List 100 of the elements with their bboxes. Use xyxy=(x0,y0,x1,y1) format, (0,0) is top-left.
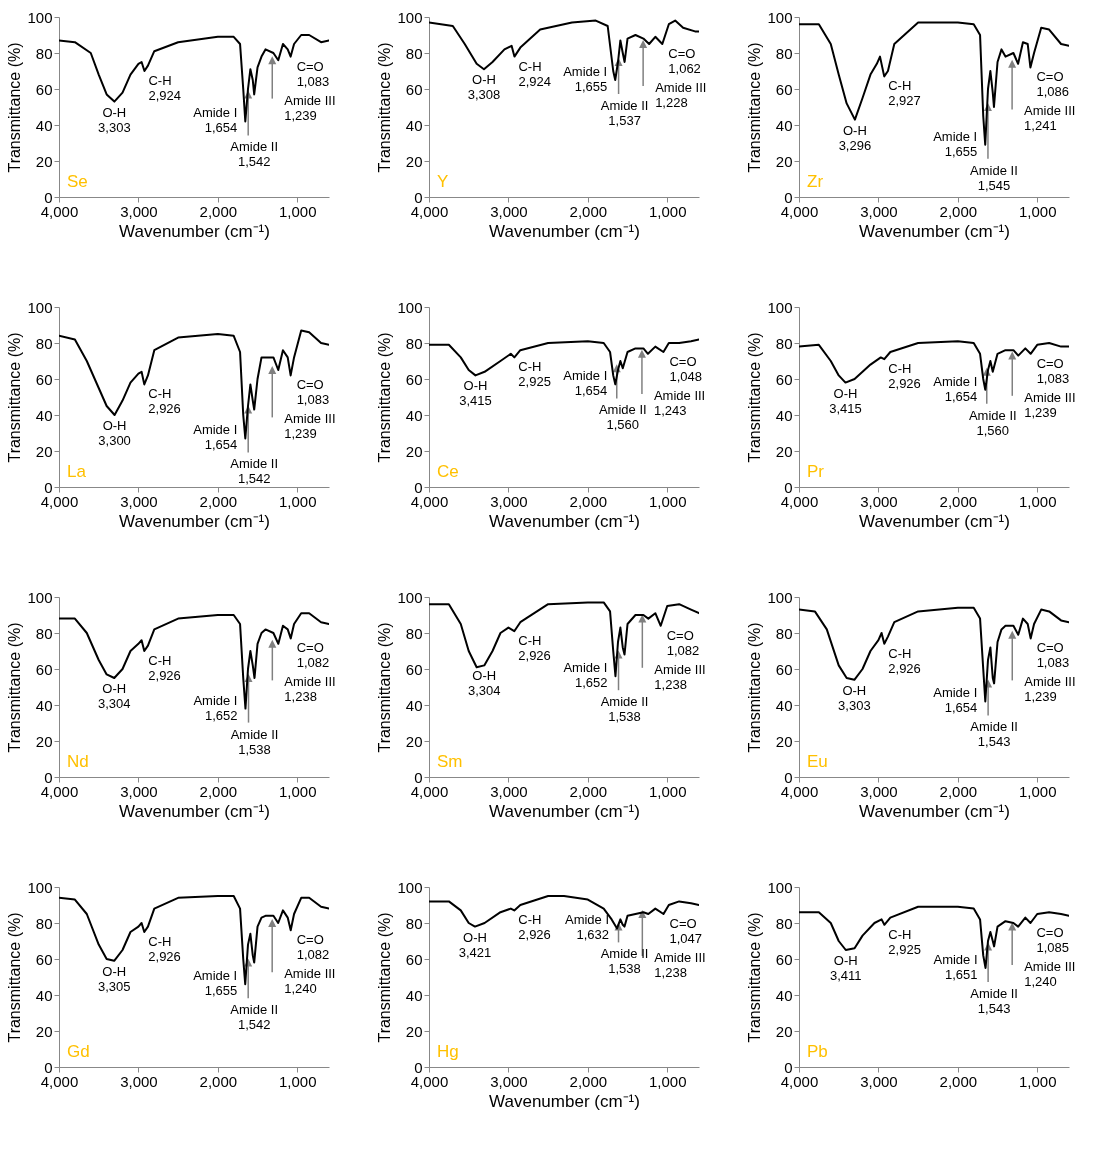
text: Gd xyxy=(67,1042,90,1061)
annotation: C=O 1,083 xyxy=(1036,355,1070,386)
annotation: C=O 1,083 xyxy=(296,377,330,408)
y-axis-title: Transmittance (%) xyxy=(376,622,394,753)
x-axis-title: Wavenumber (cm⁻¹) xyxy=(489,1091,640,1111)
annotation: C=O 1,082 xyxy=(296,932,330,963)
x-axis-title: Wavenumber (cm⁻¹) xyxy=(859,511,1010,531)
annotation: C=O 1,082 xyxy=(666,627,700,658)
annotation: Amide III 1,240 xyxy=(1024,959,1076,989)
annotation: C-H 2,925 xyxy=(888,926,921,957)
x-axis-title: Wavenumber (cm⁻¹) xyxy=(859,801,1010,821)
annotation: Amide II 1,538 xyxy=(600,946,649,977)
y-tick-label: 100 xyxy=(767,298,793,316)
text: Pb xyxy=(807,1042,828,1061)
annotation: Amide I 1,654 xyxy=(933,373,978,404)
annotation: Amide II 1,542 xyxy=(230,456,279,487)
text: Pr xyxy=(807,462,825,481)
annotation: C=O 1,083 xyxy=(1036,640,1070,671)
y-tick-label: 40 xyxy=(775,986,793,1004)
y-tick-label: 20 xyxy=(405,152,423,170)
y-tick-label: 40 xyxy=(35,116,53,134)
annotation: Amide III 1,243 xyxy=(653,388,706,418)
x-tick-label: 3,000 xyxy=(860,1072,898,1090)
x-tick-label: 1,000 xyxy=(648,202,687,220)
annotation: Amide III 1,240 xyxy=(284,966,336,997)
y-tick-label: 60 xyxy=(35,660,53,678)
annotation: C-H 2,924 xyxy=(148,73,181,103)
y-tick-label: 100 xyxy=(767,878,793,896)
annotation: Amide III 1,228 xyxy=(655,80,707,110)
y-tick-label: 40 xyxy=(405,986,423,1004)
y-axis-title: Transmittance (%) xyxy=(746,332,764,463)
annotation: Amide I 1,654 xyxy=(193,105,238,136)
y-axis-title: Transmittance (%) xyxy=(376,912,394,1043)
annotation: Amide II 1,545 xyxy=(970,162,1018,193)
y-axis-title: Transmittance (%) xyxy=(6,42,24,173)
annotation: C-H 2,926 xyxy=(148,386,181,417)
annotation: Amide I 1,652 xyxy=(193,692,238,723)
annotation: O-H 3,296 xyxy=(838,122,872,153)
annotation: Amide II 1,538 xyxy=(600,694,649,725)
x-tick-label: 1,000 xyxy=(278,202,317,220)
x-tick-label: 1,000 xyxy=(278,782,317,800)
y-tick-label: 100 xyxy=(27,298,53,316)
annotation: C=O 1,082 xyxy=(296,640,330,671)
annotation: Amide I 1,654 xyxy=(563,368,608,399)
y-tick-label: 80 xyxy=(35,44,53,62)
y-tick-label: 60 xyxy=(405,370,423,388)
annotation: Amide III 1,238 xyxy=(654,950,706,980)
x-tick-label: 3,000 xyxy=(120,782,158,800)
y-axis-title: Transmittance (%) xyxy=(376,42,394,173)
annotation: C=O 1,085 xyxy=(1036,925,1070,955)
text: Zr xyxy=(807,172,824,191)
x-tick-label: 1,000 xyxy=(648,492,687,510)
y-tick-label: 100 xyxy=(767,588,793,606)
annotation: Amide I 1,654 xyxy=(193,422,238,453)
text: Sm xyxy=(437,752,463,771)
x-tick-label: 3,000 xyxy=(490,202,528,220)
y-tick-label: 100 xyxy=(397,878,423,896)
x-tick-label: 1,000 xyxy=(278,1072,317,1090)
annotation: Amide II 1,560 xyxy=(598,402,647,433)
annotation: Amide III 1,238 xyxy=(284,674,336,705)
x-tick-label: 2,000 xyxy=(939,1072,978,1090)
annotation: Amide II 1,538 xyxy=(230,726,279,757)
y-tick-label: 20 xyxy=(405,1022,423,1040)
y-tick-label: 60 xyxy=(775,950,793,968)
text: Hg xyxy=(437,1042,459,1061)
x-tick-label: 2,000 xyxy=(199,782,238,800)
y-tick-label: 20 xyxy=(775,1022,793,1040)
annotation: C-H 2,925 xyxy=(518,359,551,390)
x-tick-label: 2,000 xyxy=(199,1072,238,1090)
annotation: Amide II 1,560 xyxy=(968,407,1017,438)
y-axis-title: Transmittance (%) xyxy=(746,622,764,753)
y-tick-label: 20 xyxy=(775,732,793,750)
annotation: C=O 1,062 xyxy=(668,46,701,76)
y-tick-label: 20 xyxy=(35,1022,53,1040)
annotation: Amide I 1,655 xyxy=(933,128,978,159)
text: Se xyxy=(67,172,88,191)
y-tick-label: 20 xyxy=(35,442,53,460)
y-tick-label: 60 xyxy=(775,370,793,388)
y-tick-label: 80 xyxy=(775,624,793,642)
annotation: Amide II 1,537 xyxy=(600,98,649,128)
annotation: Amide III 1,239 xyxy=(284,411,336,442)
annotation: C-H 2,926 xyxy=(518,633,551,664)
annotation: Amide II 1,542 xyxy=(230,139,279,170)
y-tick-label: 60 xyxy=(35,80,53,98)
annotation: O-H 3,415 xyxy=(829,385,862,416)
annotation: O-H 3,415 xyxy=(459,378,492,409)
annotation: Amide II 1,542 xyxy=(230,1002,279,1033)
annotation: Amide I 1,652 xyxy=(563,660,608,691)
annotation: Amide III 1,239 xyxy=(284,92,336,123)
y-tick-label: 80 xyxy=(775,914,793,932)
x-axis-title: Wavenumber (cm⁻¹) xyxy=(119,801,270,821)
y-tick-label: 80 xyxy=(35,624,53,642)
x-tick-label: 2,000 xyxy=(569,782,608,800)
x-tick-label: 1,000 xyxy=(1018,782,1057,800)
annotation: Amide II 1,543 xyxy=(970,719,1018,750)
y-tick-label: 80 xyxy=(405,624,423,642)
y-tick-label: 40 xyxy=(775,406,793,424)
annotation: O-H 3,305 xyxy=(97,963,131,994)
y-tick-label: 20 xyxy=(405,732,423,750)
x-tick-label: 1,000 xyxy=(278,492,317,510)
